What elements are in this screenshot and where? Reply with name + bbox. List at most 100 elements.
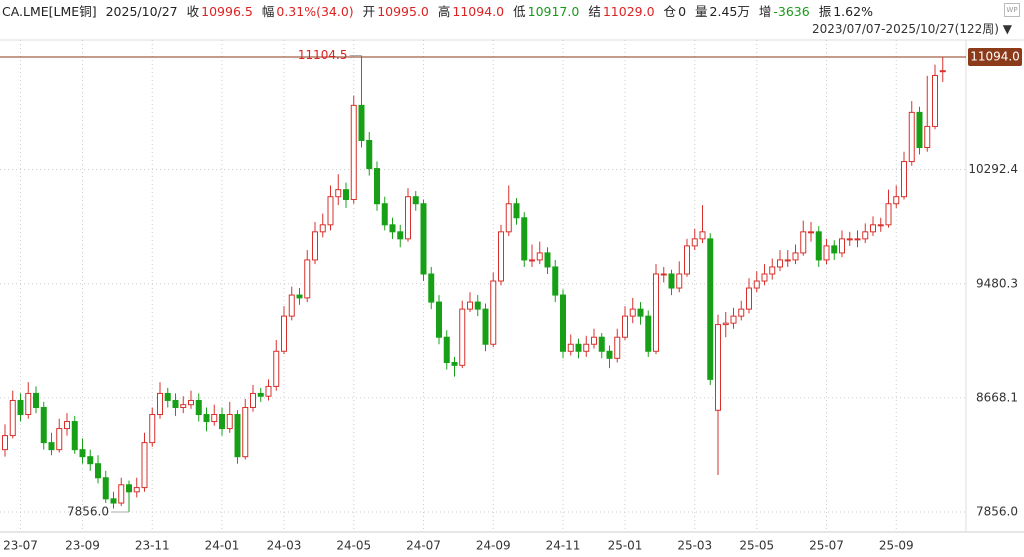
candle-body: [645, 315, 652, 352]
candle-body: [64, 421, 70, 430]
field-value: 10996.5: [201, 4, 253, 19]
field-label: 仓: [663, 4, 677, 19]
candle-body: [397, 231, 404, 240]
candle-body: [180, 404, 187, 408]
field-label: 振: [818, 4, 832, 19]
candle-body: [443, 336, 450, 364]
candle-body: [273, 350, 280, 387]
x-tick-label: 24-07: [406, 539, 441, 553]
icon[interactable]: WP: [1004, 3, 1020, 17]
candle-body: [459, 308, 466, 366]
candle-body: [319, 224, 326, 233]
candle-body: [575, 343, 582, 352]
candle-body: [823, 245, 830, 261]
candle-body: [118, 484, 125, 504]
candle-body: [777, 259, 783, 268]
candle-body: [164, 392, 171, 401]
price-tag-label: 11094.0: [970, 50, 1020, 64]
candle-body: [591, 336, 597, 345]
candle-body: [598, 336, 605, 352]
candle-body: [219, 414, 225, 430]
candle-body: [374, 168, 380, 205]
candle-body: [885, 203, 892, 226]
field-value: 2.45万: [709, 4, 750, 19]
field-value: 0: [678, 4, 687, 19]
candle-body: [389, 224, 396, 233]
candle-body: [33, 392, 39, 408]
candle-body: [9, 399, 16, 437]
candle-body: [583, 343, 590, 352]
candle-body: [808, 231, 814, 234]
candle-body: [381, 203, 388, 226]
candle-body: [141, 442, 148, 489]
candle-body: [614, 336, 621, 359]
candle-body: [676, 273, 683, 289]
candle-body: [250, 392, 256, 408]
candle-body: [707, 238, 714, 380]
x-tick-label: 23-09: [65, 539, 100, 553]
candle-body: [660, 273, 667, 276]
field-value: 11094.0: [452, 4, 505, 19]
field-label: 收: [186, 4, 200, 19]
candle-body: [234, 414, 241, 458]
candle-body: [40, 406, 47, 444]
x-tick-label: 25-07: [809, 539, 844, 553]
candle-body: [102, 477, 109, 500]
x-tick-label: 25-09: [879, 539, 914, 553]
candle-body: [48, 442, 55, 451]
candle-body: [567, 343, 574, 352]
candle-body: [761, 273, 768, 282]
x-tick-label: 23-11: [135, 539, 170, 553]
candle-body: [932, 74, 938, 127]
candle-body: [226, 414, 233, 430]
max-label: 11104.5: [298, 48, 348, 62]
candle-body: [715, 324, 721, 411]
y-tick-label: 9480.3: [976, 276, 1018, 290]
field-value: 0.31%(34.0): [276, 4, 354, 19]
min-label: 7856.0: [67, 505, 109, 519]
candle-body: [343, 189, 349, 201]
candle-body: [637, 308, 644, 317]
y-tick-label: 8668.1: [976, 390, 1018, 404]
candle-body: [242, 406, 249, 458]
candle-body: [428, 273, 435, 303]
candle-body: [831, 245, 838, 254]
date-range: 2023/07/07-2025/10/27(122周) ▼: [812, 22, 1012, 36]
candle-body: [839, 238, 845, 254]
candle-body: [25, 392, 32, 416]
field-label: 高: [437, 4, 451, 19]
candle-body: [730, 315, 737, 324]
candle-body: [544, 252, 551, 268]
candle-body: [195, 399, 202, 416]
candle-body: [815, 231, 822, 261]
candle-body: [157, 392, 163, 416]
candle-body: [296, 294, 303, 299]
field-label: 增: [758, 4, 772, 19]
candle-body: [505, 203, 512, 233]
candle-body: [149, 414, 156, 444]
candle-body: [691, 238, 698, 247]
candle-body: [265, 385, 272, 397]
field-label: 低: [513, 4, 526, 19]
field-value: 1.62%: [833, 4, 873, 19]
x-tick-label: 24-03: [267, 539, 302, 553]
x-tick-label: 23-07: [3, 539, 38, 553]
x-tick-label: 25-01: [608, 539, 643, 553]
candle-body: [653, 273, 659, 352]
range-text: 2023/07/07-2025/10/27(122周): [812, 22, 999, 36]
candle-body: [877, 224, 884, 227]
x-tick-label: 25-05: [739, 539, 774, 553]
candle-body: [622, 315, 628, 338]
x-tick-label: 25-03: [677, 539, 712, 553]
candle-body: [536, 252, 543, 261]
candle-body: [854, 238, 861, 241]
candle-body: [420, 203, 427, 275]
candle-body: [87, 456, 94, 465]
candle-body: [188, 399, 194, 406]
candle-body: [405, 196, 411, 240]
candle-body: [870, 224, 876, 233]
symbol: CA.LME[LME铜]: [2, 4, 97, 19]
candle-body: [901, 161, 907, 198]
